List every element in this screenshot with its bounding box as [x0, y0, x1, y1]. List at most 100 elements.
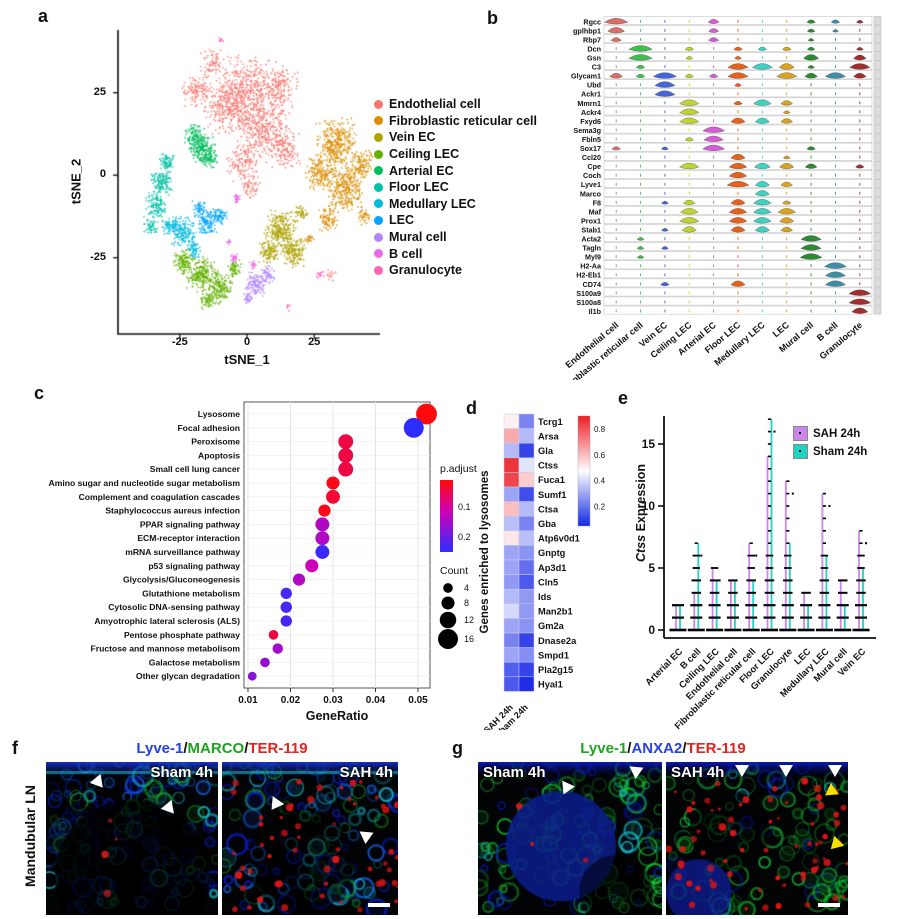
gene-label: Ubd: [587, 81, 601, 90]
heatmap-cell: [503, 472, 520, 488]
gene-row: Tagln: [582, 242, 882, 253]
cluster-color-dot: [374, 182, 383, 192]
arrowhead-icon: [778, 765, 793, 778]
padjust-tick: 0.2: [458, 532, 471, 542]
scale-bar: [368, 903, 390, 907]
heatmap-cell: [518, 574, 535, 590]
heatmap-gene-label: Fuca1: [538, 475, 565, 485]
heatmap-gene-label: Gla: [538, 446, 554, 456]
heatmap-gene-label: Man2b1: [538, 607, 573, 617]
heatmap-cell: [518, 428, 535, 444]
stain-name: Lyve-1: [580, 740, 628, 757]
pathway-label: Complement and coagulation cascades: [79, 492, 241, 502]
gene-row: Lyve1: [581, 179, 882, 189]
arrowhead-icon: [358, 831, 374, 845]
gene-label: Maf: [589, 207, 602, 216]
pathway-dot: [315, 531, 330, 546]
pathway-dot: [318, 504, 331, 517]
heatmap-gene-label: Ids: [538, 592, 551, 602]
heatmap-gene-label: Dnase2a: [538, 636, 577, 646]
gene-label: Fbln5: [582, 135, 601, 144]
pathway-dot: [268, 629, 279, 640]
count-legend-value: 4: [464, 583, 469, 593]
tsne-plot-canvas: [112, 28, 384, 340]
pathway-dot: [416, 403, 437, 425]
heatmap-cell: [503, 530, 520, 546]
heatmap-gene-label: Gba: [538, 519, 557, 529]
arrowhead-icon: [735, 765, 750, 778]
expression-category: [706, 567, 724, 632]
legend-item: LEC: [374, 212, 537, 229]
arrowhead-icon: [827, 765, 842, 778]
pathway-label: p53 signaling pathway: [148, 561, 240, 571]
pathway-dot: [280, 615, 292, 627]
stain-name: TER-119: [248, 740, 308, 757]
micrograph-g-sah: SAH 4h: [666, 762, 848, 915]
heatmap-cell: [503, 413, 520, 429]
expression-y-tick: 10: [642, 499, 656, 513]
pathway-dot: [260, 657, 270, 668]
cluster-label: Arterial EC: [389, 163, 454, 178]
count-legend-dot: [441, 596, 455, 610]
pathway-dot: [305, 559, 319, 573]
gene-row: Fxyd6: [580, 115, 882, 126]
heatmap-colorbar: [577, 415, 591, 527]
pathway-dot: [403, 417, 424, 438]
gene-label: Fxyd6: [580, 117, 601, 126]
cluster-color-dot: [374, 232, 383, 242]
heatmap-cell: [503, 603, 520, 619]
gene-label: S100a9: [576, 289, 601, 298]
cell-type-label: Fibroblastic reticular cell: [557, 320, 645, 380]
cluster-color-dot: [374, 132, 383, 142]
gene-row: CD74: [583, 278, 882, 289]
pathway-label: Glycolysis/Gluconeogenesis: [123, 575, 240, 585]
legend-item: Medullary LEC: [374, 196, 537, 213]
pathway-label: Lysosome: [198, 409, 240, 419]
count-legend-value: 12: [464, 615, 474, 625]
expression-category: [834, 579, 852, 632]
cluster-label: B cell: [389, 246, 423, 261]
gene-row: F8: [593, 197, 882, 207]
micrograph-condition-label: SAH 4h: [339, 764, 393, 781]
panel-d-label: d: [466, 398, 477, 418]
gene-label: S100a8: [576, 298, 601, 307]
heatmap-gene-label: Smpd1: [538, 650, 569, 660]
heatmap-gene-label: Ap3d1: [538, 563, 566, 573]
heatmap-cell: [518, 486, 535, 502]
heatmap-cell: [503, 588, 520, 605]
micrograph-condition-label: SAH 4h: [671, 764, 725, 781]
heatmap-gene-label: Hyal1: [538, 680, 563, 690]
panel-g-stain-title: Lyve-1/ANXA2/TER-119: [478, 740, 848, 757]
gene-label: Ackr4: [581, 108, 601, 117]
tsne-y-tick: 25: [93, 85, 106, 98]
expression-category: [742, 542, 760, 632]
gene-row: C3: [592, 61, 882, 72]
gene-row: Sema3g: [573, 124, 882, 135]
micrograph-condition-label: Sham 4h: [483, 764, 546, 781]
stain-name: MARCO: [187, 740, 245, 757]
pathway-dot: [338, 461, 354, 477]
heatmap-cell: [503, 574, 520, 590]
expression-category: [724, 579, 742, 632]
expression-category: [852, 530, 870, 632]
pathway-dot: [338, 434, 354, 449]
heatmap-cell: [503, 661, 520, 678]
pathway-label: Small cell lung cancer: [150, 464, 241, 474]
heatmap-cell: [503, 428, 520, 444]
pathway-dot: [292, 573, 306, 586]
count-legend-dot: [443, 583, 453, 593]
heatmap-cell: [518, 559, 535, 575]
cluster-color-dot: [374, 116, 383, 126]
generatio-tick: 0.02: [281, 695, 301, 706]
pathway-label: Amyotrophic lateral sclerosis (ALS): [94, 616, 240, 626]
heatmap-cell: [503, 501, 520, 517]
gene-row: Il1b: [589, 305, 882, 316]
heatmap-cell: [503, 545, 520, 561]
cluster-label: Mural cell: [389, 230, 447, 245]
heatmap-gene-label: Arsa: [538, 431, 560, 441]
gene-label: H2-Eb1: [576, 271, 601, 280]
gene-label: Marco: [580, 189, 602, 198]
gene-row: Rbp7: [583, 34, 882, 44]
micrograph-canvas: [222, 762, 398, 915]
heatmap-cell: [518, 457, 535, 473]
